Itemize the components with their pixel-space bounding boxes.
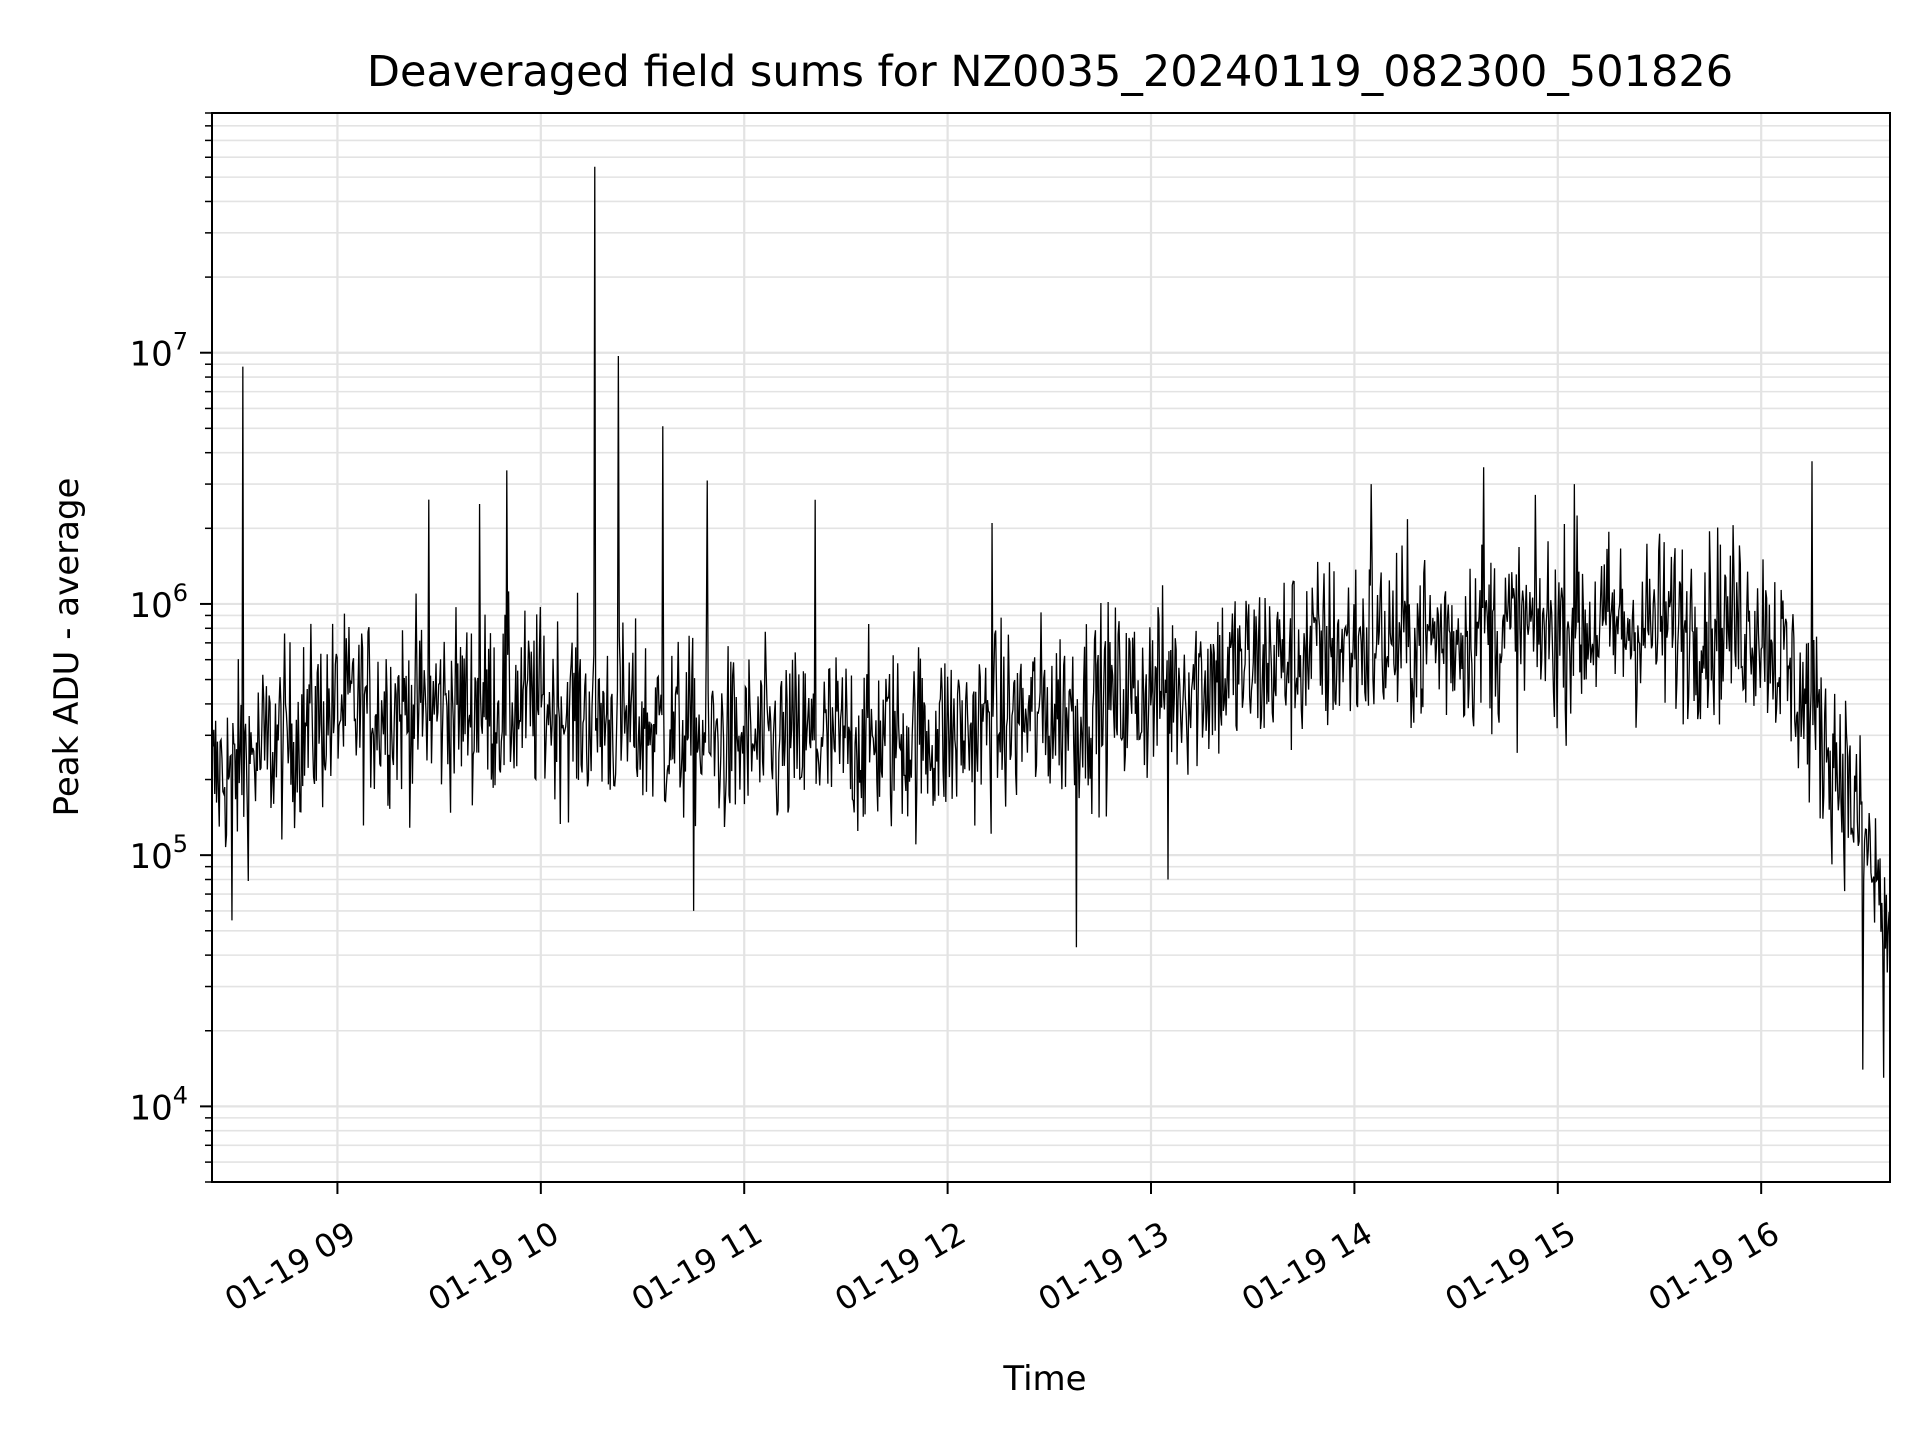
y-tick-label: 107 bbox=[129, 328, 188, 375]
y-tick-label: 105 bbox=[129, 830, 188, 877]
y-tick-label: 104 bbox=[129, 1081, 188, 1128]
plot-frame bbox=[211, 112, 1891, 1183]
y-tick-label: 106 bbox=[129, 579, 188, 626]
chart-title: Deaveraged field sums for NZ0035_2024011… bbox=[367, 47, 1733, 97]
data-series bbox=[211, 166, 1891, 1078]
series-line bbox=[211, 166, 1891, 1078]
grid-lines bbox=[212, 112, 1890, 1183]
x-axis-label: Time bbox=[1002, 1359, 1086, 1399]
y-axis-label: Peak ADU - average bbox=[47, 478, 87, 817]
